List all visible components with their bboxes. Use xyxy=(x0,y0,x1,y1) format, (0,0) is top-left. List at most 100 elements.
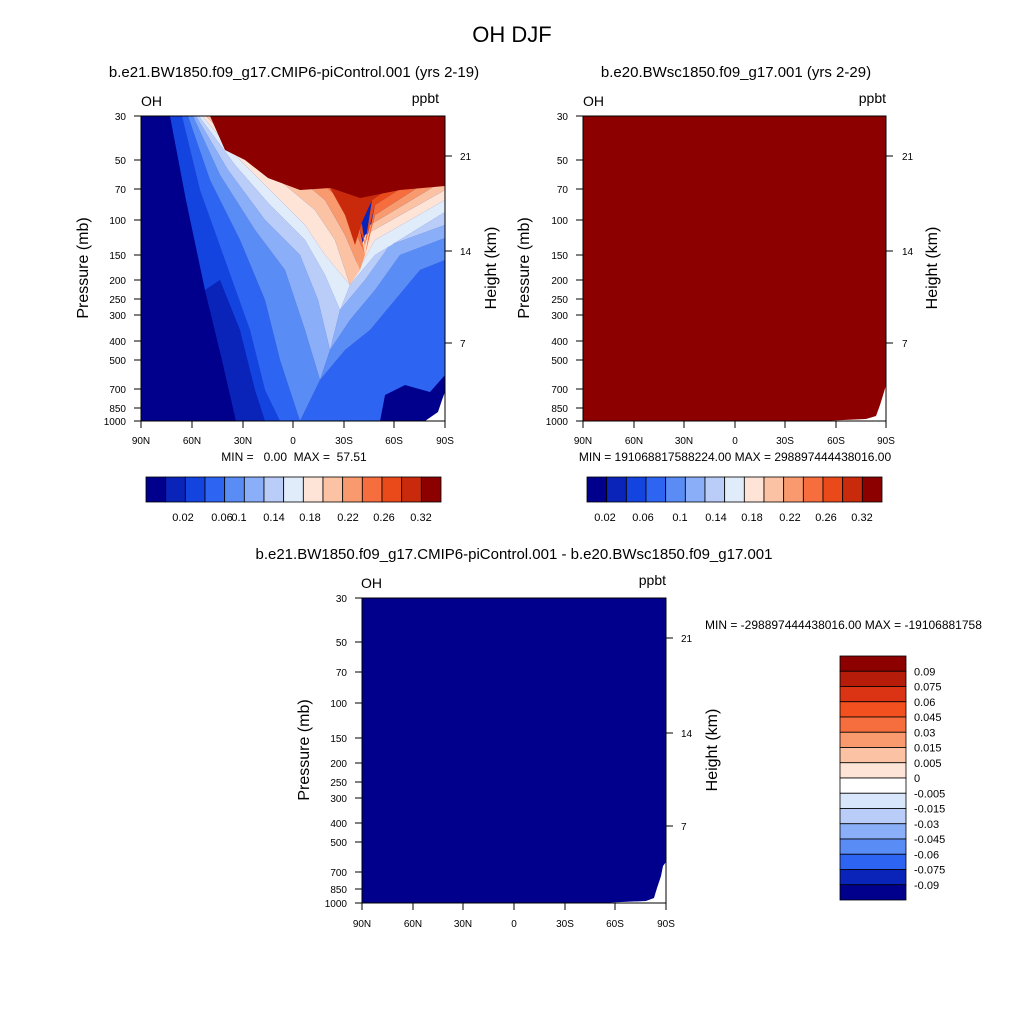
colorbar-label: 0.06 xyxy=(211,512,232,524)
colorbar-label: 0.32 xyxy=(410,512,431,524)
panel-1-ylabel-right: Height (km) xyxy=(483,227,500,310)
colorbar-label: 0.32 xyxy=(851,512,872,524)
panel-1-field xyxy=(141,116,445,421)
colorbar-label: 0.06 xyxy=(914,697,935,709)
panel-2-minmax: MIN = 191068817588224.00 MAX = 298897444… xyxy=(579,450,892,464)
y-tick: 850 xyxy=(330,885,347,896)
y-tick: 150 xyxy=(330,734,347,745)
x-tick: 90S xyxy=(657,919,675,930)
colorbar-label: 0.22 xyxy=(337,512,358,524)
panel-3-colorbar-labels: 0.09 0.075 0.06 0.045 0.03 0.015 0.005 0 -0.005 -… xyxy=(914,666,945,892)
panel-3-x-ticks: 90N 60N 30N 0 30S 60S 90S xyxy=(353,919,675,930)
x-tick: 30N xyxy=(454,919,472,930)
y-tick: 300 xyxy=(109,311,126,322)
colorbar-swatch xyxy=(361,476,383,503)
panel-2-left-string: OH xyxy=(583,93,604,109)
panel-3: b.e21.BW1850.f09_g17.CMIP6-piControl.001… xyxy=(255,546,982,930)
x-tick: 30S xyxy=(556,919,574,930)
y2-tick: 21 xyxy=(681,634,693,645)
x-tick: 60S xyxy=(385,436,403,447)
x-tick: 90S xyxy=(877,436,895,447)
x-tick: 60S xyxy=(827,436,845,447)
y2-tick: 21 xyxy=(460,152,472,163)
colorbar-swatch xyxy=(802,476,824,503)
y-tick: 500 xyxy=(330,838,347,849)
x-tick: 0 xyxy=(511,919,517,930)
colorbar-swatch xyxy=(839,823,907,840)
colorbar-label: 0.02 xyxy=(172,512,193,524)
colorbar-swatch xyxy=(145,476,167,503)
y-tick: 50 xyxy=(115,156,127,167)
panel-1-colorbar-labels: 0.02 0.06 0.1 0.14 0.18 0.22 0.26 0.32 xyxy=(172,512,431,524)
y-tick: 250 xyxy=(330,778,347,789)
colorbar-swatch xyxy=(839,731,907,748)
colorbar-swatch xyxy=(204,476,226,503)
y-tick: 300 xyxy=(330,794,347,805)
y-tick: 700 xyxy=(330,868,347,879)
colorbar-label: 0.075 xyxy=(914,682,942,694)
panel-2-right-string: ppbt xyxy=(859,90,886,106)
colorbar-swatch xyxy=(861,476,883,503)
panel-2-title: b.e20.BWsc1850.f09_g17.001 (yrs 2-29) xyxy=(601,64,871,81)
y-tick: 70 xyxy=(336,668,348,679)
colorbar-label: -0.075 xyxy=(914,865,945,877)
y-tick: 250 xyxy=(109,295,126,306)
y-tick: 1000 xyxy=(325,899,348,910)
panel-3-minmax: MIN = -298897444438016.00 MAX = -1910688… xyxy=(705,618,982,632)
y-tick: 30 xyxy=(336,594,348,605)
colorbar-swatch xyxy=(420,476,442,503)
colorbar-label: 0.1 xyxy=(672,512,687,524)
x-tick: 60N xyxy=(404,919,422,930)
colorbar-label: 0.045 xyxy=(914,712,942,724)
y2-tick: 7 xyxy=(460,339,466,350)
x-tick: 60S xyxy=(606,919,624,930)
y-tick: 50 xyxy=(336,638,348,649)
y-tick: 300 xyxy=(551,311,568,322)
y-tick: 700 xyxy=(109,385,126,396)
panel-1-right-string: ppbt xyxy=(412,90,439,106)
colorbar-swatch xyxy=(243,476,265,503)
colorbar-label: 0.005 xyxy=(914,758,942,770)
y-tick: 100 xyxy=(109,216,126,227)
y-tick: 200 xyxy=(109,276,126,287)
colorbar-swatch xyxy=(704,476,726,503)
y-tick: 850 xyxy=(109,404,126,415)
y-tick: 400 xyxy=(551,337,568,348)
colorbar-label: 0.26 xyxy=(373,512,394,524)
colorbar-swatch xyxy=(839,762,907,779)
colorbar-swatch xyxy=(342,476,363,503)
x-tick: 0 xyxy=(732,436,738,447)
panel-3-colorbar xyxy=(839,655,907,901)
panel-3-y2-ticks: 21 14 7 xyxy=(681,634,693,833)
y-tick: 150 xyxy=(109,251,126,262)
colorbar-swatch xyxy=(842,476,863,503)
y-tick: 700 xyxy=(551,385,568,396)
colorbar-swatch xyxy=(684,476,706,503)
y-tick: 250 xyxy=(551,295,568,306)
panel-2-colorbar-labels: 0.02 0.06 0.1 0.14 0.18 0.22 0.26 0.32 xyxy=(594,512,872,524)
colorbar-swatch xyxy=(839,808,907,825)
y-tick: 30 xyxy=(115,112,127,123)
panel-3-ylabel-right: Height (km) xyxy=(704,709,721,792)
y-tick: 1000 xyxy=(546,417,569,428)
colorbar-swatch xyxy=(783,476,804,503)
panel-3-y-ticks: 30 50 70 100 150 200 250 300 400 500 700… xyxy=(325,594,348,910)
y2-tick: 14 xyxy=(460,247,472,258)
colorbar-swatch xyxy=(839,792,907,809)
x-tick: 90N xyxy=(132,436,150,447)
panel-3-field xyxy=(362,598,666,903)
panel-1-y2-ticks: 21 14 7 xyxy=(460,152,472,350)
colorbar-swatch xyxy=(839,853,907,870)
colorbar-swatch xyxy=(283,476,304,503)
x-tick: 0 xyxy=(290,436,296,447)
colorbar-swatch xyxy=(401,476,422,503)
colorbar-swatch xyxy=(822,476,844,503)
y-tick: 850 xyxy=(551,404,568,415)
colorbar-swatch xyxy=(839,777,907,794)
panel-1: b.e21.BW1850.f09_g17.CMIP6-piControl.001… xyxy=(75,64,500,524)
y-tick: 500 xyxy=(109,356,126,367)
y2-tick: 7 xyxy=(902,339,908,350)
panel-1-minmax: MIN = 0.00 MAX = 57.51 xyxy=(221,450,367,464)
colorbar-swatch xyxy=(381,476,403,503)
panel-2-x-ticks: 90N 60N 30N 0 30S 60S 90S xyxy=(574,436,895,447)
